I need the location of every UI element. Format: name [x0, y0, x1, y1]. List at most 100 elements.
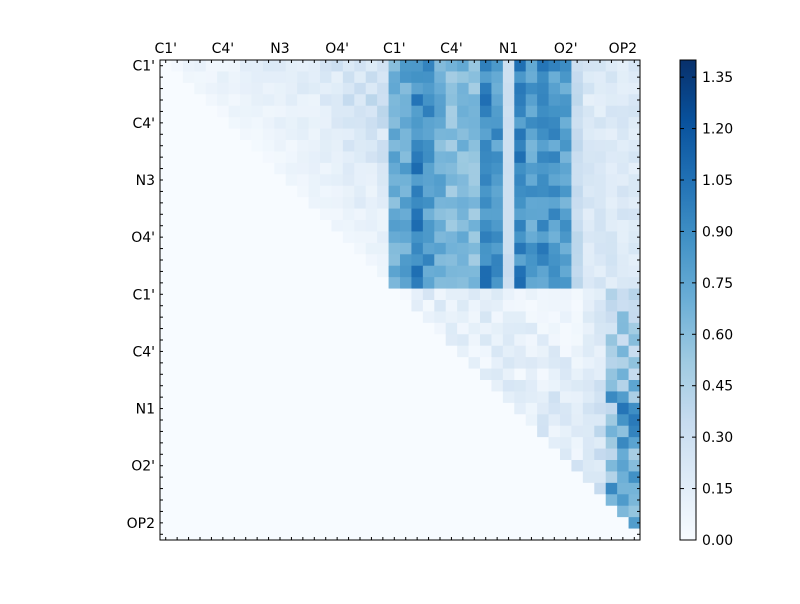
- heatmap-cell: [422, 334, 435, 347]
- heatmap-cell: [628, 71, 641, 84]
- heatmap-cell: [445, 322, 458, 335]
- heatmap-cell: [502, 357, 515, 369]
- heatmap-cell: [502, 197, 515, 209]
- heatmap-cell: [228, 231, 241, 244]
- heatmap-cell: [217, 277, 229, 289]
- heatmap-cell: [457, 494, 469, 507]
- x-tick-label: OP2: [609, 41, 637, 57]
- heatmap-cell: [205, 128, 218, 141]
- heatmap-cell: [502, 505, 515, 518]
- heatmap-cell: [354, 208, 367, 221]
- heatmap-cell: [262, 220, 275, 232]
- heatmap-cell: [628, 105, 641, 118]
- heatmap-cell: [422, 300, 435, 312]
- heatmap-cell: [388, 448, 401, 461]
- heatmap-cell: [365, 254, 378, 267]
- heatmap-cell: [491, 60, 504, 72]
- heatmap-cell: [468, 162, 481, 175]
- heatmap-cell: [320, 174, 332, 187]
- heatmap-cell: [571, 414, 584, 427]
- heatmap-cell: [480, 311, 492, 324]
- heatmap-cell: [582, 94, 595, 107]
- heatmap-cell: [422, 402, 435, 415]
- x-tick-label: C4': [212, 41, 235, 57]
- heatmap-cell: [182, 94, 195, 107]
- heatmap-cell: [502, 151, 515, 164]
- heatmap-cell: [628, 151, 641, 164]
- heatmap-cell: [297, 311, 309, 324]
- heatmap-cell: [342, 505, 355, 518]
- heatmap-cell: [251, 94, 264, 107]
- heatmap-cell: [468, 402, 481, 415]
- heatmap-cell: [171, 208, 184, 221]
- heatmap-cell: [628, 460, 641, 472]
- heatmap-cell: [240, 322, 252, 335]
- heatmap-cell: [240, 288, 252, 301]
- heatmap-cell: [160, 185, 172, 198]
- heatmap-cell: [308, 437, 321, 449]
- heatmap-cell: [571, 391, 584, 404]
- heatmap-cell: [228, 220, 241, 232]
- heatmap-cell: [537, 71, 549, 84]
- heatmap-cell: [491, 494, 504, 507]
- heatmap-cell: [582, 197, 595, 209]
- heatmap-cell: [560, 528, 572, 541]
- heatmap-cell: [308, 322, 321, 335]
- heatmap-cell: [182, 82, 195, 95]
- heatmap-cell: [388, 185, 401, 198]
- heatmap-cell: [297, 322, 309, 335]
- heatmap-cell: [377, 82, 389, 95]
- heatmap-cell: [571, 254, 584, 267]
- heatmap-cell: [240, 448, 252, 461]
- heatmap-cell: [182, 117, 195, 129]
- heatmap-cell: [457, 140, 469, 152]
- heatmap-cell: [205, 117, 218, 129]
- heatmap-cell: [582, 334, 595, 347]
- heatmap-cell: [194, 140, 207, 152]
- heatmap-cell: [171, 334, 184, 347]
- heatmap-cell: [445, 162, 458, 175]
- heatmap-cell: [331, 391, 344, 404]
- heatmap-cell: [582, 60, 595, 72]
- heatmap-cell: [274, 105, 287, 118]
- heatmap-cell: [457, 60, 469, 72]
- heatmap-cell: [160, 117, 172, 129]
- heatmap-cell: [285, 300, 298, 312]
- heatmap-cell: [240, 368, 252, 381]
- heatmap-cell: [525, 94, 538, 107]
- heatmap-cell: [400, 254, 412, 267]
- heatmap-cell: [297, 128, 309, 141]
- heatmap-cell: [582, 322, 595, 335]
- heatmap-cell: [422, 82, 435, 95]
- heatmap-cell: [388, 162, 401, 175]
- heatmap-cell: [400, 391, 412, 404]
- heatmap-cell: [480, 82, 492, 95]
- y-tick-label: C1': [132, 287, 155, 303]
- heatmap-cell: [628, 277, 641, 289]
- heatmap-cell: [514, 402, 527, 415]
- heatmap-cell: [468, 140, 481, 152]
- heatmap-cell: [445, 471, 458, 484]
- heatmap-cell: [480, 425, 492, 438]
- heatmap-cell: [537, 448, 549, 461]
- heatmap-cell: [342, 494, 355, 507]
- heatmap-cell: [457, 311, 469, 324]
- heatmap-cell: [582, 368, 595, 381]
- heatmap-cell: [274, 220, 287, 232]
- heatmap-cell: [342, 94, 355, 107]
- heatmap-cell: [205, 402, 218, 415]
- heatmap-cell: [560, 402, 572, 415]
- heatmap-cell: [274, 517, 287, 529]
- heatmap-cell: [285, 265, 298, 278]
- heatmap-cell: [525, 300, 538, 312]
- heatmap-cell: [605, 71, 618, 84]
- heatmap-cell: [365, 357, 378, 369]
- heatmap-cell: [628, 128, 641, 141]
- heatmap-cell: [480, 334, 492, 347]
- heatmap-cell: [468, 208, 481, 221]
- heatmap-cell: [240, 334, 252, 347]
- heatmap-cell: [331, 380, 344, 392]
- heatmap-cell: [514, 357, 527, 369]
- heatmap-cell: [308, 197, 321, 209]
- heatmap-cell: [331, 242, 344, 255]
